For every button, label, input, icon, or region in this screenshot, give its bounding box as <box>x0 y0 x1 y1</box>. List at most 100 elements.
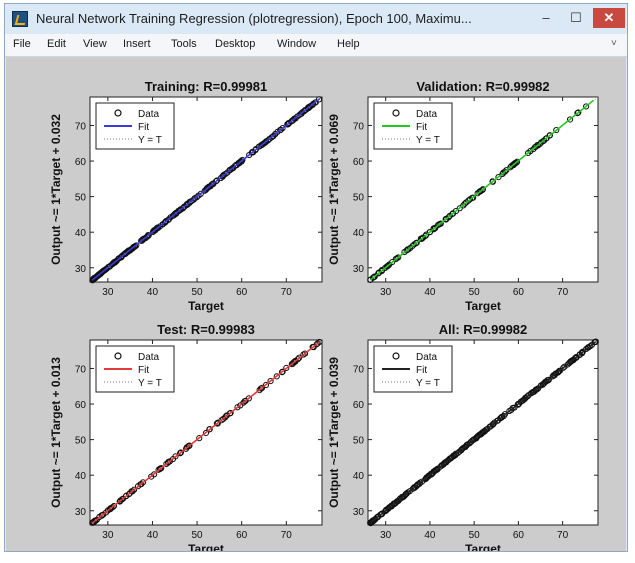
data-point <box>498 414 505 421</box>
data-point <box>583 103 590 110</box>
data-point <box>210 180 217 188</box>
menu-help[interactable]: Help <box>337 38 360 50</box>
data-point <box>314 340 321 347</box>
menu-bar: File Edit View Insert Tools Desktop Wind… <box>5 34 627 57</box>
data-point <box>411 241 418 248</box>
y-tick-label: 30 <box>75 507 87 518</box>
data-point <box>151 471 158 478</box>
data-point <box>268 134 275 141</box>
data-point <box>159 221 166 228</box>
y-tick-label: 50 <box>353 193 365 204</box>
data-point <box>260 140 267 147</box>
maximize-button[interactable]: ☐ <box>570 10 582 25</box>
data-point <box>252 146 260 153</box>
data-point <box>470 194 477 201</box>
data-point <box>139 479 147 486</box>
data-point <box>489 421 496 428</box>
close-button[interactable]: ✕ <box>593 8 625 28</box>
y-tick-label: 70 <box>353 121 365 132</box>
data-point <box>277 126 284 133</box>
data-point <box>530 388 538 395</box>
data-point <box>316 338 323 346</box>
data-point <box>498 413 506 420</box>
data-point <box>572 354 579 361</box>
data-point <box>109 504 116 511</box>
window-title: Neural Network Training Regression (plot… <box>36 11 472 26</box>
y-tick-label: 70 <box>75 364 87 375</box>
data-point <box>466 196 474 203</box>
data-point <box>393 255 400 262</box>
minimize-button[interactable]: – <box>542 10 550 25</box>
data-point <box>587 343 594 350</box>
x-axis-label: Target <box>465 299 501 313</box>
legend: Data Fit Y = T <box>95 102 175 150</box>
data-point <box>579 348 586 355</box>
menu-view[interactable]: View <box>83 38 107 50</box>
data-point <box>508 406 515 414</box>
data-point <box>240 399 247 406</box>
menu-tools[interactable]: Tools <box>171 38 197 50</box>
axes-title: All: R=0.99982 <box>439 322 528 337</box>
data-point <box>305 104 312 112</box>
data-point <box>443 215 450 223</box>
data-point <box>257 385 265 392</box>
menu-window[interactable]: Window <box>277 38 317 50</box>
data-point <box>299 109 306 116</box>
data-point <box>375 269 382 276</box>
legend-data-marker <box>114 352 122 360</box>
title-bar[interactable]: Neural Network Training Regression (plot… <box>5 4 627 34</box>
data-point <box>95 272 102 279</box>
x-tick-label: 60 <box>513 287 525 298</box>
legend: Data Fit Y = T <box>373 345 453 393</box>
data-point <box>156 465 164 473</box>
data-point <box>118 496 126 503</box>
data-point <box>98 512 105 519</box>
data-point <box>566 116 574 123</box>
menu-edit[interactable]: Edit <box>47 38 66 50</box>
data-point <box>273 373 280 380</box>
x-axis-label: Target <box>188 299 224 313</box>
axes-title: Test: R=0.99983 <box>157 322 255 337</box>
x-tick-label: 30 <box>102 530 114 541</box>
data-point <box>220 415 227 423</box>
menu-insert[interactable]: Insert <box>123 38 151 50</box>
data-point <box>568 357 575 364</box>
data-point <box>117 497 124 505</box>
data-point <box>497 415 504 422</box>
data-point <box>456 205 463 212</box>
data-point <box>418 235 425 243</box>
data-point <box>105 263 112 271</box>
figure-canvas: Training: R=0.99981 30 40 50 60 70 30 40 50 60 70 T… <box>6 57 626 551</box>
menu-desktop[interactable]: Desktop <box>215 38 256 50</box>
data-point <box>370 274 377 281</box>
y-tick-label: 30 <box>75 264 87 275</box>
data-point <box>479 429 486 436</box>
data-point <box>246 151 253 159</box>
legend-entry: Fit <box>138 365 149 376</box>
x-tick-label: 30 <box>380 287 392 298</box>
data-point <box>227 166 234 173</box>
data-point <box>465 197 472 204</box>
data-point <box>437 220 444 227</box>
legend-entry: Fit <box>416 365 427 376</box>
data-point <box>484 425 491 432</box>
data-point <box>226 167 233 174</box>
legend-data-marker <box>114 109 122 117</box>
fit-line <box>369 99 595 281</box>
x-tick-label: 40 <box>424 287 436 298</box>
data-point <box>144 232 152 239</box>
data-point <box>477 187 484 195</box>
data-point <box>289 360 296 367</box>
x-tick-label: 70 <box>281 287 293 298</box>
data-point <box>113 258 120 265</box>
chevron-down-icon[interactable]: ˅ <box>611 38 617 49</box>
data-point <box>430 226 437 233</box>
data-point <box>438 462 445 469</box>
data-point <box>429 470 436 477</box>
data-point <box>201 187 208 194</box>
data-point <box>539 138 547 145</box>
menu-file[interactable]: File <box>13 38 31 50</box>
legend-entry: Y = T <box>416 135 440 146</box>
data-point <box>553 126 560 134</box>
legend-entry: Fit <box>416 122 427 133</box>
